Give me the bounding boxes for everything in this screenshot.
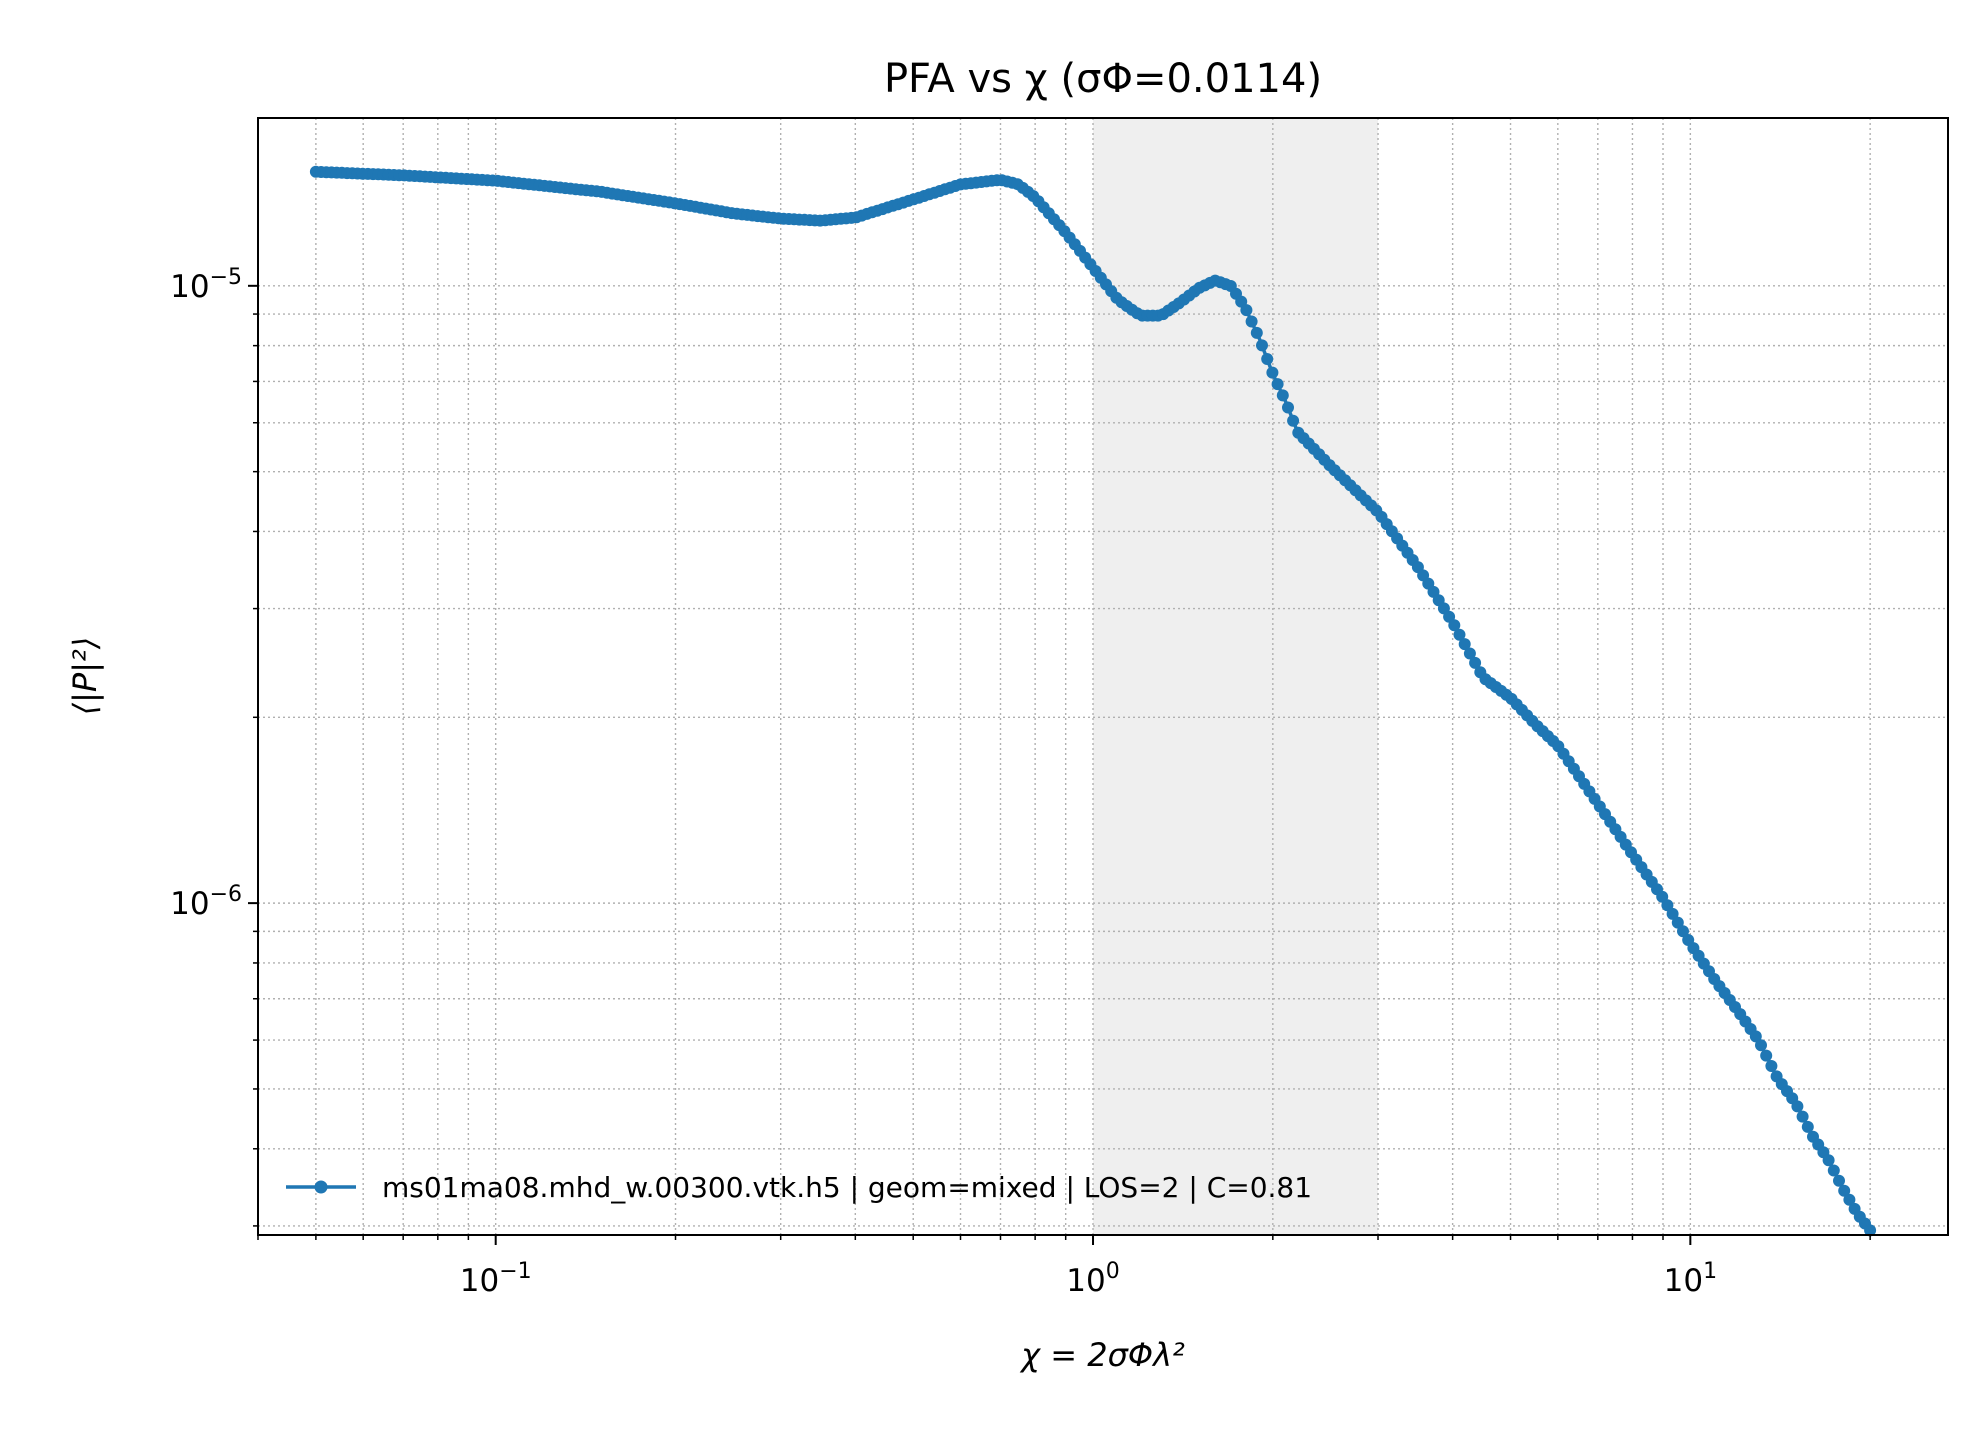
chart-title: PFA vs χ (σΦ=0.0114)	[884, 56, 1322, 102]
data-point	[1261, 353, 1274, 365]
shaded-region-layer	[1093, 118, 1379, 1235]
data-point	[1240, 304, 1253, 317]
data-point	[1864, 1224, 1877, 1237]
y-axis-title: ⟨|P|²⟩	[66, 637, 104, 716]
data-point	[1833, 1174, 1845, 1187]
data-point	[1838, 1184, 1851, 1197]
legend-marker	[314, 1180, 328, 1194]
legend: ms01ma08.mhd_w.00300.vtk.h5 | geom=mixed…	[286, 1171, 1312, 1204]
data-point	[1822, 1154, 1835, 1167]
data-point	[1755, 1039, 1767, 1052]
plot-frame	[257, 117, 1949, 1236]
x-tick-label: 100	[1066, 1259, 1119, 1299]
legend-label: ms01ma08.mhd_w.00300.vtk.h5 | geom=mixed…	[382, 1171, 1312, 1204]
data-point	[1843, 1193, 1856, 1206]
data-point	[1666, 907, 1679, 920]
data-point	[1287, 414, 1300, 427]
tick-layer: 10−1 100 101 10−6 10−5	[170, 265, 1871, 1299]
data-point	[1760, 1049, 1773, 1062]
data-point	[1256, 339, 1268, 352]
data-point	[1266, 366, 1279, 379]
data-point	[1469, 656, 1482, 669]
data-point	[1827, 1164, 1840, 1177]
data-point	[1448, 619, 1461, 632]
y-tick-label: 10−5	[170, 265, 242, 305]
data-point	[1801, 1120, 1814, 1133]
data-point	[1796, 1110, 1809, 1123]
data-point	[1661, 899, 1674, 912]
data-point	[1453, 628, 1466, 641]
data-point	[1749, 1030, 1762, 1043]
y-tick-label: 10−6	[170, 882, 242, 922]
data-point	[1282, 401, 1294, 414]
data-point	[1276, 389, 1289, 402]
data-point	[1765, 1060, 1778, 1072]
data-point	[1791, 1100, 1804, 1113]
x-tick-label: 101	[1664, 1259, 1717, 1299]
data-point	[1463, 647, 1476, 660]
x-axis-title: χ = 2σΦλ²	[1019, 1336, 1185, 1374]
data-point	[1458, 638, 1471, 651]
data-point	[1245, 315, 1258, 328]
data-point	[1443, 610, 1456, 623]
data-point	[1250, 326, 1263, 339]
data-point	[1677, 925, 1689, 938]
shaded-region	[1093, 118, 1379, 1235]
series-layer	[309, 165, 1877, 1237]
data-point	[1271, 378, 1284, 391]
x-tick-label: 10−1	[460, 1259, 532, 1299]
data-point	[1671, 916, 1684, 929]
